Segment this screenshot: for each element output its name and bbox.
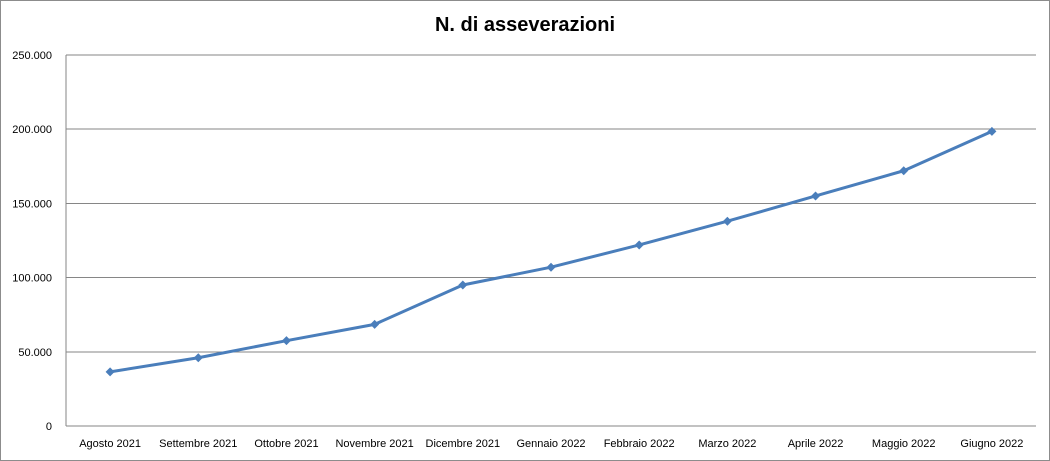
data-point-marker	[458, 280, 468, 290]
x-axis-ticks: Agosto 2021 Settembre 2021 Ottobre 2021 Nov…	[79, 438, 1023, 450]
x-tick-label: Agosto 2021	[79, 438, 141, 450]
data-point-marker	[281, 336, 291, 346]
x-tick-label: Settembre 2021	[159, 438, 237, 450]
data-point-marker	[634, 240, 644, 250]
y-tick-label: 100.000	[12, 273, 52, 285]
data-point-marker	[899, 166, 909, 176]
y-axis-ticks: 0 50.000 100.000 150.000 200.000 250.000	[12, 50, 52, 433]
x-tick-label: Aprile 2022	[788, 438, 844, 450]
x-tick-label: Novembre 2021	[335, 438, 413, 450]
data-point-marker	[811, 191, 821, 201]
y-tick-label: 250.000	[12, 50, 52, 62]
data-point-marker	[987, 126, 997, 136]
x-tick-label: Maggio 2022	[872, 438, 936, 450]
gridlines	[65, 54, 1036, 427]
x-tick-label: Febbraio 2022	[604, 438, 675, 450]
x-tick-label: Gennaio 2022	[516, 438, 585, 450]
series-group	[105, 126, 997, 377]
data-point-marker	[193, 353, 203, 363]
x-tick-label: Ottobre 2021	[254, 438, 318, 450]
data-point-marker	[722, 216, 732, 226]
x-tick-label: Giugno 2022	[960, 438, 1023, 450]
y-tick-label: 200.000	[12, 124, 52, 136]
y-tick-label: 50.000	[18, 347, 52, 359]
chart-title: N. di asseverazioni	[434, 14, 616, 36]
series-line	[109, 130, 993, 374]
data-point-marker	[105, 367, 115, 377]
y-tick-label: 0	[46, 421, 52, 433]
x-tick-label: Dicembre 2021	[426, 438, 501, 450]
x-tick-label: Marzo 2022	[698, 438, 756, 450]
y-tick-label: 150.000	[12, 198, 52, 210]
data-point-marker	[370, 319, 380, 329]
data-point-marker	[546, 262, 556, 272]
